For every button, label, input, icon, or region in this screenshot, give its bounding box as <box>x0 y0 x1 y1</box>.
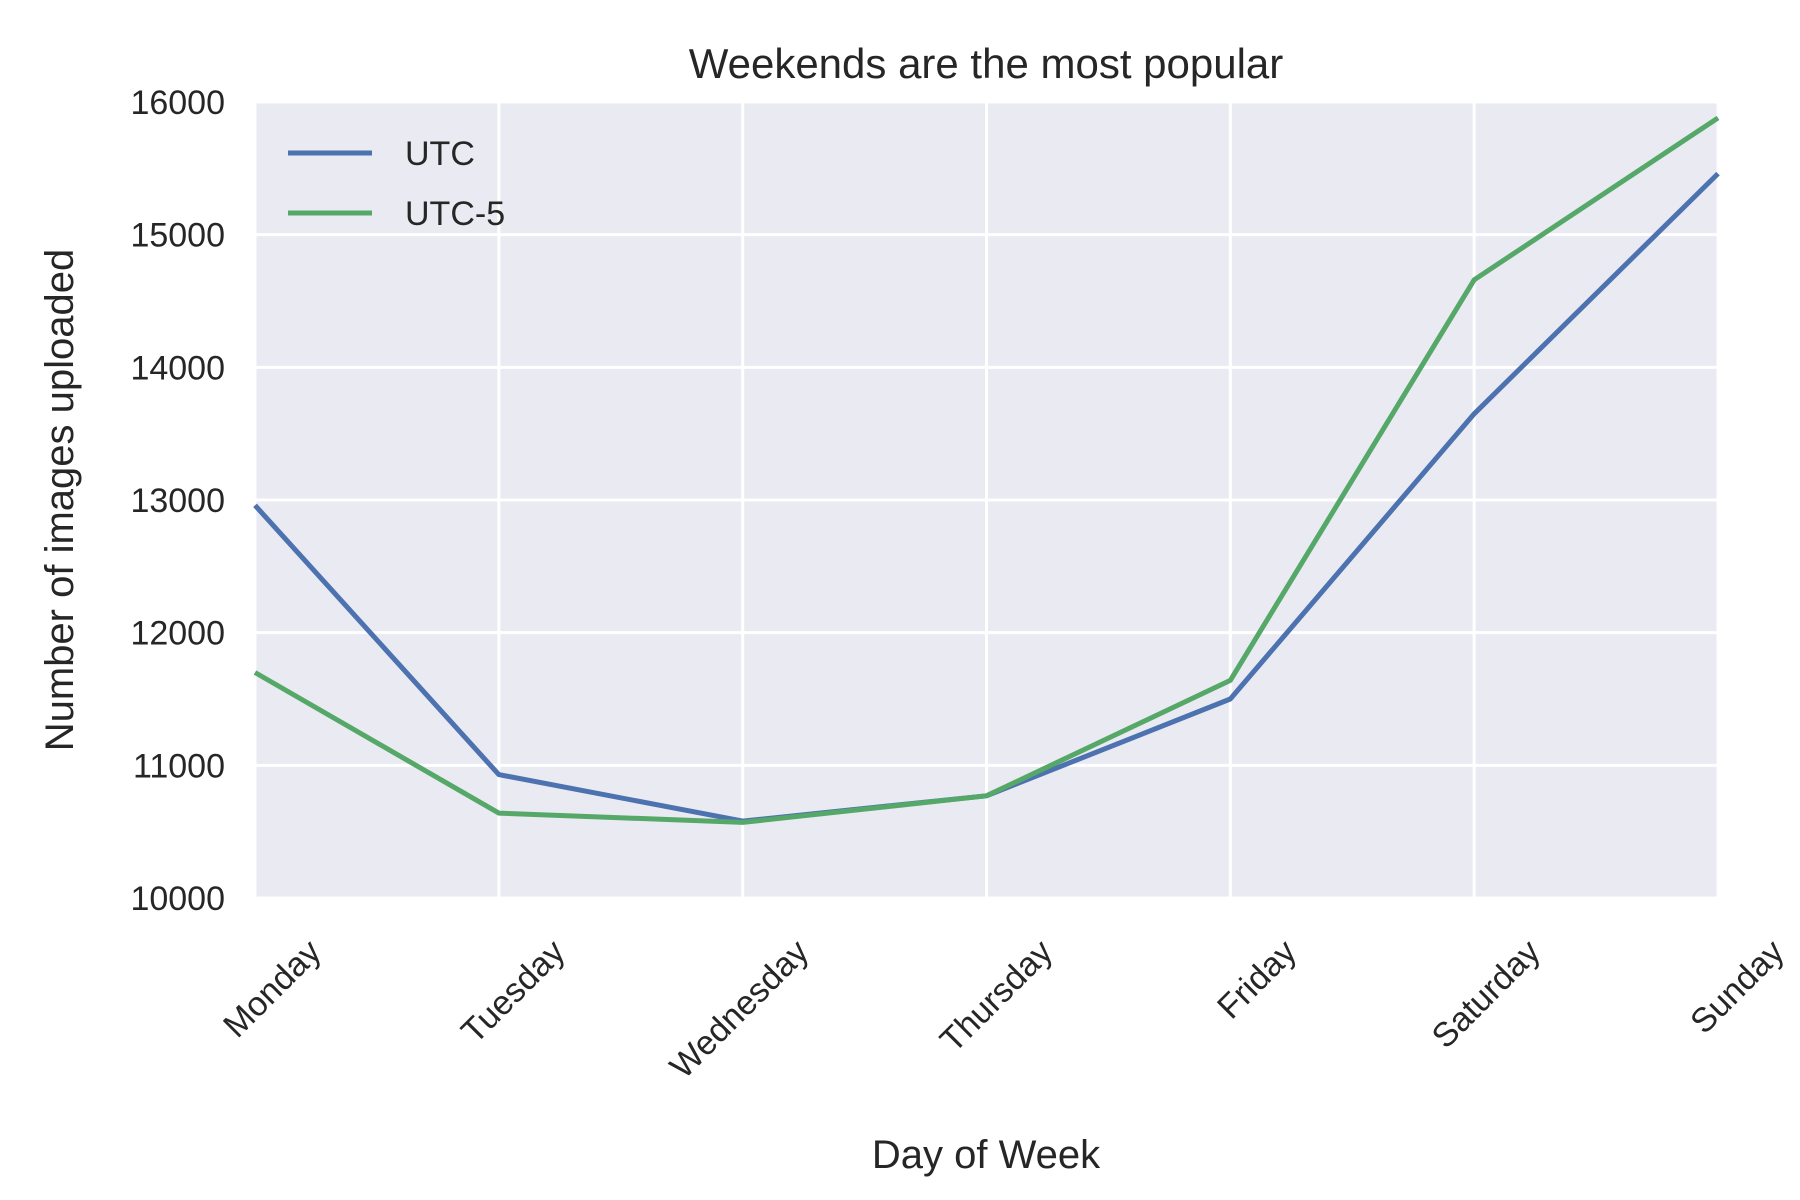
series-line-utc-5 <box>253 115 1720 825</box>
y-tick-label: 12000 <box>130 615 225 653</box>
legend: UTC UTC-5 <box>288 135 505 233</box>
y-tick-label: 11000 <box>133 747 225 785</box>
x-tick-label: Sunday <box>1683 933 1791 1041</box>
x-axis-label: Day of Week <box>872 1133 1101 1177</box>
x-tick-label: Wednesday <box>663 933 816 1086</box>
grid <box>253 100 1720 900</box>
x-tick-label: Friday <box>1210 933 1304 1027</box>
x-tick-labels: Monday Tuesday Wednesday Thursday Friday Satu… <box>216 933 1791 1086</box>
y-tick-label: 13000 <box>130 482 225 520</box>
y-tick-label: 10000 <box>130 880 225 918</box>
x-tick-label: Thursday <box>933 933 1060 1060</box>
x-tick-label: Monday <box>216 933 328 1045</box>
y-tick-labels: 10000 11000 12000 13000 14000 15000 16000 <box>130 84 225 918</box>
y-tick-label: 15000 <box>130 217 225 255</box>
y-axis-label: Number of images uploaded <box>38 249 82 752</box>
x-tick-label: Tuesday <box>454 933 572 1051</box>
legend-label: UTC-5 <box>405 195 505 233</box>
y-tick-label: 16000 <box>130 84 225 122</box>
y-tick-label: 14000 <box>130 349 225 387</box>
series-lines <box>253 115 1720 825</box>
x-tick-label: Saturday <box>1425 933 1548 1056</box>
chart-title: Weekends are the most popular <box>689 40 1284 87</box>
legend-label: UTC <box>405 135 475 173</box>
